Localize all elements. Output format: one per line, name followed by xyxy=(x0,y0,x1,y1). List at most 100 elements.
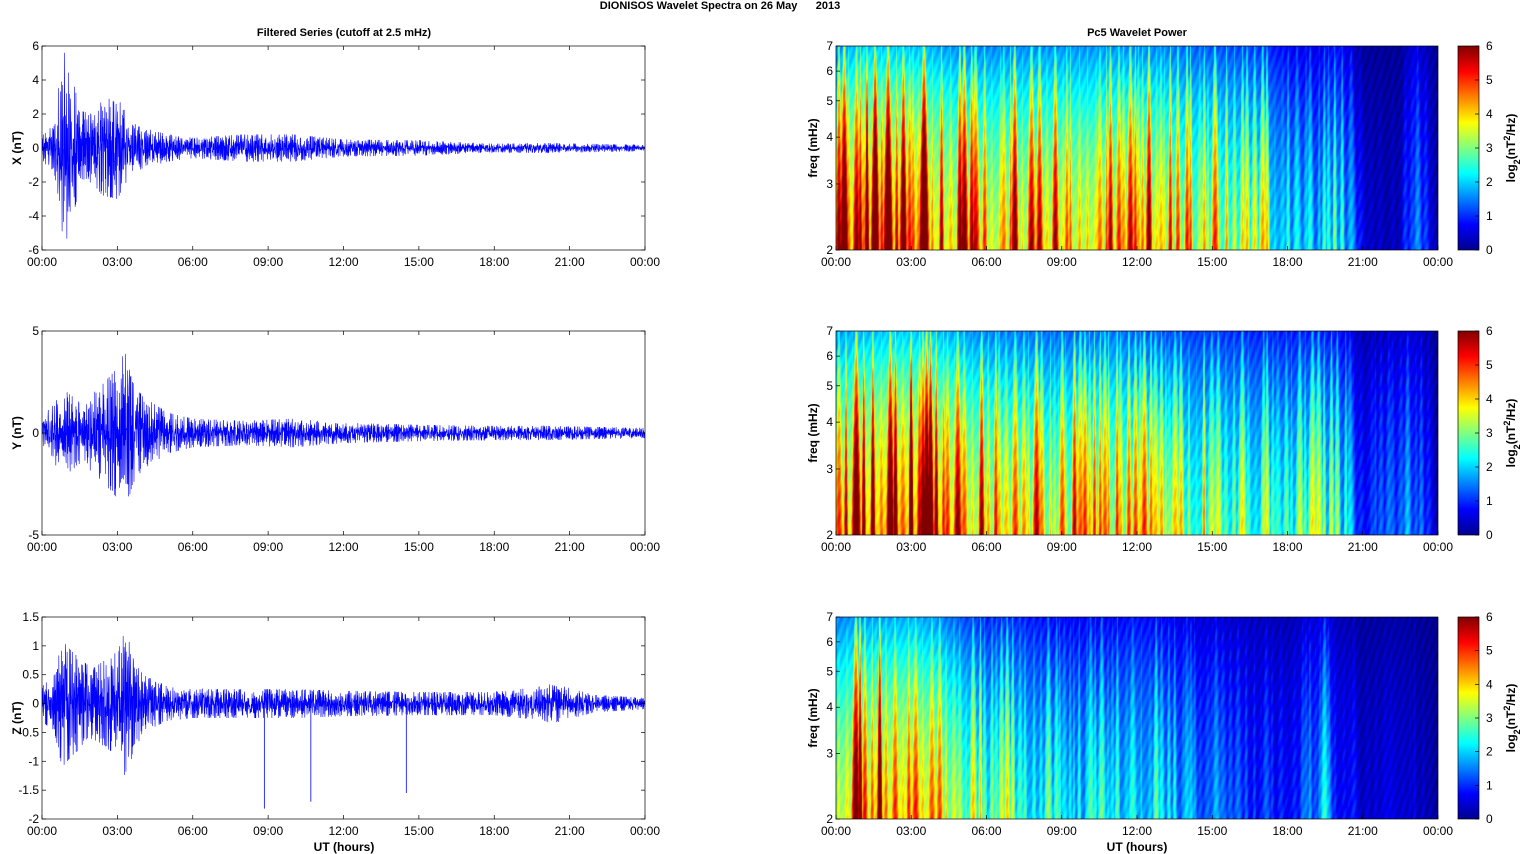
signal-trace xyxy=(42,353,645,497)
xtick-label: 15:00 xyxy=(1197,540,1227,554)
ytick-label: 4 xyxy=(826,415,833,429)
xtick-label: 09:00 xyxy=(1047,540,1077,554)
ytick-label: -2 xyxy=(28,812,39,826)
colorbar-tick-label: 6 xyxy=(1486,610,1493,624)
ytick-label: 6 xyxy=(826,635,833,649)
colorbar: 0 1 2 3 4 5 6 log2(nT2/Hz) xyxy=(1457,39,1521,257)
xtick-label: 21:00 xyxy=(1348,824,1378,838)
colorbar-tick-label: 4 xyxy=(1486,677,1493,691)
ytick-label: 1.5 xyxy=(22,610,39,624)
xtick-label: 06:00 xyxy=(178,540,208,554)
left-column-title: Filtered Series (cutoff at 2.5 mHz) xyxy=(257,27,432,39)
ytick-label: 2 xyxy=(826,812,833,826)
ytick-label: 3 xyxy=(826,177,833,191)
xtick-label: 06:00 xyxy=(178,255,208,269)
ytick-label: 4 xyxy=(826,700,833,714)
ytick-label: 2 xyxy=(32,107,39,121)
xtick-label: 21:00 xyxy=(1348,540,1378,554)
xtick-label: 00:00 xyxy=(1423,824,1453,838)
signal-trace xyxy=(42,52,645,239)
colorbar-tick-label: 3 xyxy=(1486,141,1493,155)
ytick-label: -1 xyxy=(28,754,39,768)
xtick-label: 03:00 xyxy=(102,540,132,554)
colorbar-tick-label: 0 xyxy=(1486,528,1493,542)
colorbar: 0 1 2 3 4 5 6 log2(nT2/Hz) xyxy=(1457,324,1521,542)
ytick-label: 5 xyxy=(826,664,833,678)
xtick-label: 06:00 xyxy=(178,824,208,838)
colorbar-tick-label: 1 xyxy=(1486,494,1493,508)
xtick-label: 00:00 xyxy=(1423,255,1453,269)
xtick-label: 03:00 xyxy=(896,824,926,838)
ytick-label: 2 xyxy=(826,528,833,542)
colorbar-tick-label: 0 xyxy=(1486,243,1493,257)
xtick-label: 00:00 xyxy=(630,540,660,554)
xtick-label: 00:00 xyxy=(821,255,851,269)
xtick-label: 18:00 xyxy=(1272,540,1302,554)
figure-suptitle: DIONISOS Wavelet Spectra on 26 May 2013 xyxy=(600,0,840,12)
xtick-label: 12:00 xyxy=(328,255,358,269)
colorbar-tick-label: 3 xyxy=(1486,426,1493,440)
ytick-label: 2 xyxy=(826,243,833,257)
xtick-label: 00:00 xyxy=(27,255,57,269)
colorbar-tick-label: 5 xyxy=(1486,73,1493,87)
right-column-title: Pc5 Wavelet Power xyxy=(1087,27,1188,39)
ytick-label: -4 xyxy=(28,209,39,223)
bottom-left-xlabel: UT (hours) xyxy=(314,840,375,854)
xtick-label: 00:00 xyxy=(821,540,851,554)
xtick-label: 00:00 xyxy=(27,540,57,554)
xtick-label: 09:00 xyxy=(1047,824,1077,838)
xtick-label: 15:00 xyxy=(404,824,434,838)
colorbar: 0 1 2 3 4 5 6 log2(nT2/Hz) xyxy=(1457,610,1521,826)
xtick-label: 21:00 xyxy=(555,540,585,554)
ytick-label: -5 xyxy=(28,528,39,542)
xtick-label: 21:00 xyxy=(555,824,585,838)
colorbar-tick-label: 2 xyxy=(1486,745,1493,759)
heatmap-panel-1: 2 3 4 5 6 7 00:00 03:00 06:00 09:00 12:00 15:00 18:0… xyxy=(806,39,1521,269)
xtick-label: 06:00 xyxy=(971,540,1001,554)
colorbar-tick-label: 4 xyxy=(1486,107,1493,121)
xtick-label: 12:00 xyxy=(328,824,358,838)
colorbar-tick-label: 0 xyxy=(1486,812,1493,826)
xtick-label: 00:00 xyxy=(630,255,660,269)
xtick-label: 03:00 xyxy=(896,540,926,554)
xtick-label: 09:00 xyxy=(1047,255,1077,269)
ylabel: X (nT) xyxy=(10,131,24,165)
ylabel: Y (nT) xyxy=(10,416,24,450)
ytick-label: 7 xyxy=(826,39,833,53)
xtick-label: 06:00 xyxy=(971,255,1001,269)
ytick-label: 0 xyxy=(32,426,39,440)
signal-trace xyxy=(42,636,645,776)
colorbar-label: log2(nT2/Hz) xyxy=(1502,684,1521,753)
colorbar-tick-label: 1 xyxy=(1486,209,1493,223)
xtick-label: 12:00 xyxy=(1122,255,1152,269)
xtick-label: 15:00 xyxy=(1197,824,1227,838)
ytick-label: 5 xyxy=(826,94,833,108)
ytick-label: 0 xyxy=(32,141,39,155)
xtick-label: 12:00 xyxy=(1122,540,1152,554)
ytick-label: 7 xyxy=(826,610,833,624)
xtick-label: 00:00 xyxy=(27,824,57,838)
xtick-label: 00:00 xyxy=(630,824,660,838)
colorbar-tick-label: 3 xyxy=(1486,711,1493,725)
xtick-label: 12:00 xyxy=(328,540,358,554)
xtick-label: 09:00 xyxy=(253,255,283,269)
xtick-label: 00:00 xyxy=(821,824,851,838)
xtick-label: 18:00 xyxy=(479,255,509,269)
xtick-label: 18:00 xyxy=(479,540,509,554)
xtick-label: 15:00 xyxy=(404,255,434,269)
colorbar-tick-label: 6 xyxy=(1486,39,1493,53)
xtick-label: 18:00 xyxy=(1272,255,1302,269)
ytick-label: 7 xyxy=(826,324,833,338)
colorbar-tick-label: 5 xyxy=(1486,644,1493,658)
colorbar-label: log2(nT2/Hz) xyxy=(1502,399,1521,468)
ytick-label: -0.5 xyxy=(18,725,39,739)
xtick-label: 00:00 xyxy=(1423,540,1453,554)
ytick-label: 1 xyxy=(32,639,39,653)
xtick-label: 15:00 xyxy=(404,540,434,554)
xtick-label: 18:00 xyxy=(479,824,509,838)
colorbar-tick-label: 4 xyxy=(1486,392,1493,406)
ylabel: freq (mHz) xyxy=(806,403,820,462)
colorbar-tick-label: 1 xyxy=(1486,778,1493,792)
ytick-label: 4 xyxy=(32,73,39,87)
